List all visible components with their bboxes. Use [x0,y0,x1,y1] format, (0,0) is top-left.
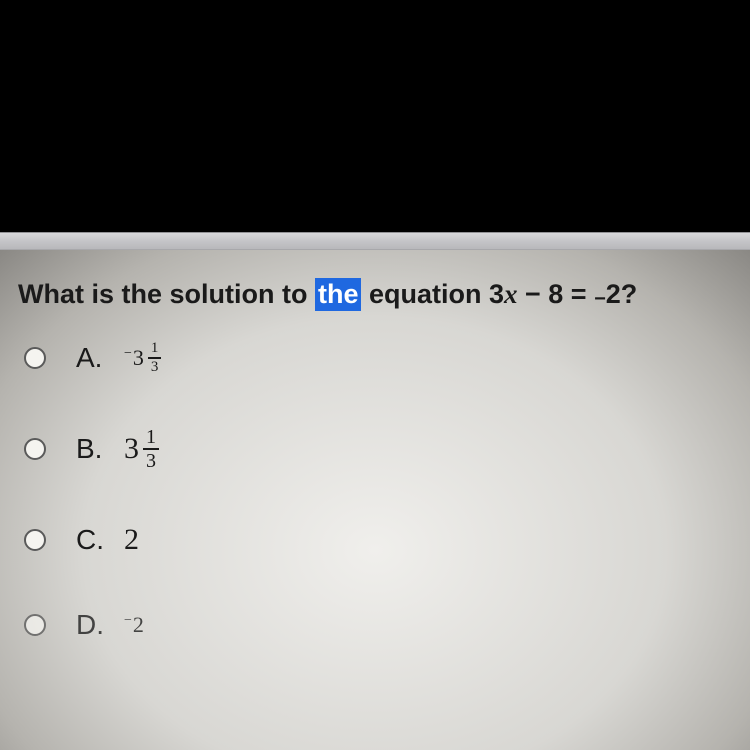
option-a-value: − 3 1 3 [124,341,161,375]
neg-sign-d: − [124,613,132,629]
option-d-value: − 2 [124,612,144,638]
variable-x: x [504,279,518,310]
value-c: 2 [124,523,139,557]
numerator-a: 1 [148,341,162,359]
black-top-region [0,0,750,232]
question-rhs: 2? [606,279,638,310]
option-b-letter: B. [76,433,108,465]
whole-a: 3 [133,345,144,371]
question-after-var: − 8 = [518,279,595,310]
denominator-b: 3 [143,450,159,471]
option-b-value: 3 1 3 [124,427,159,471]
option-a-letter: A. [76,342,108,374]
question-text: What is the solution to the equation 3 x… [18,278,750,311]
radio-c[interactable] [24,529,46,551]
value-d: 2 [133,612,144,638]
option-c-letter: C. [76,524,108,556]
radio-b[interactable] [24,438,46,460]
radio-a[interactable] [24,347,46,369]
fraction-a: 1 3 [148,341,162,375]
radio-d[interactable] [24,614,46,636]
neg-sign-a: − [124,346,132,362]
option-a[interactable]: A. − 3 1 3 [18,341,750,375]
question-mid: equation 3 [361,279,504,310]
option-d[interactable]: D. − 2 [18,609,750,641]
question-prefix: What is the solution to [18,279,315,310]
highlighted-word[interactable]: the [315,278,362,311]
question-panel: What is the solution to the equation 3 x… [0,250,750,750]
option-c-value: 2 [124,523,139,557]
option-c[interactable]: C. 2 [18,523,750,557]
whole-b: 3 [124,432,139,466]
numerator-b: 1 [143,427,159,450]
window-divider [0,232,750,250]
fraction-b: 1 3 [143,427,159,471]
denominator-a: 3 [148,359,162,375]
option-b[interactable]: B. 3 1 3 [18,427,750,471]
negative-sign-rhs: − [594,288,606,311]
option-d-letter: D. [76,609,108,641]
